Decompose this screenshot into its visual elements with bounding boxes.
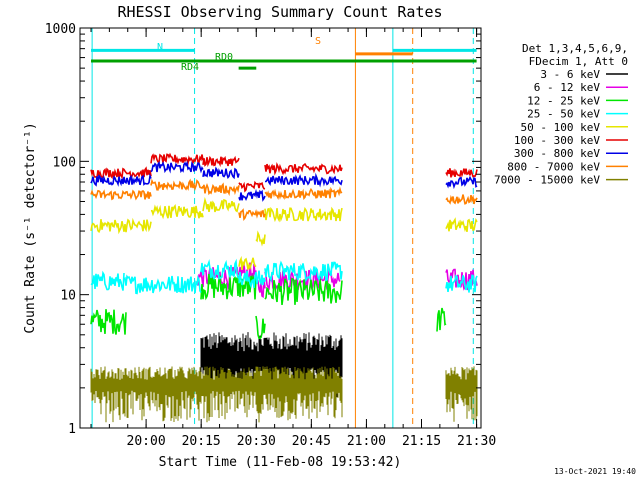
series-segment xyxy=(90,366,343,423)
series-segment xyxy=(202,166,240,180)
series-segment xyxy=(255,315,266,340)
series-segment xyxy=(202,155,240,168)
series-segment xyxy=(150,204,204,220)
series-segment xyxy=(238,255,257,271)
x-tick-label: 21:15 xyxy=(402,434,441,449)
x-tick-label: 20:30 xyxy=(237,434,276,449)
series-segment xyxy=(445,194,478,205)
legend-label: 6 - 12 keV xyxy=(534,81,601,94)
y-tick-label: 100 xyxy=(53,155,76,170)
series-segment xyxy=(264,206,343,223)
series-segment xyxy=(90,309,127,335)
footer-date: 13-Oct-2021 19:40 xyxy=(554,467,636,476)
series-segment xyxy=(238,180,266,193)
flag-label: RD0 xyxy=(215,52,233,63)
plot-frame xyxy=(79,27,482,429)
series-segment xyxy=(445,168,478,178)
y-tick-label: 1000 xyxy=(45,22,76,37)
legend-label: 300 - 800 keV xyxy=(514,147,600,160)
y-tick-label: 1 xyxy=(68,422,76,437)
series-segment xyxy=(90,270,125,291)
series-segment xyxy=(445,274,478,293)
series-segment xyxy=(265,172,343,188)
x-tick-label: 20:45 xyxy=(292,434,331,449)
flag-label: N xyxy=(157,42,163,53)
series-4 xyxy=(90,196,478,271)
flag-label: RD4 xyxy=(181,62,199,73)
chart-title: RHESSI Observing Summary Count Rates xyxy=(117,3,442,21)
series-5 xyxy=(90,152,478,193)
series-3 xyxy=(90,258,478,295)
series-segment xyxy=(264,277,343,306)
series-segment xyxy=(90,189,152,201)
legend-label: 100 - 300 keV xyxy=(514,134,600,147)
flag-label: S xyxy=(315,36,321,47)
series-segment xyxy=(238,270,266,289)
series-segment xyxy=(445,366,478,422)
series-segment xyxy=(445,217,478,233)
y-tick-label: 10 xyxy=(60,289,76,304)
series-segment xyxy=(264,260,343,283)
x-tick-label: 21:30 xyxy=(457,434,496,449)
series-segment xyxy=(264,186,343,201)
x-tick-label: 20:15 xyxy=(182,434,221,449)
legend-label: 7000 - 15000 keV xyxy=(494,174,600,187)
series-segment xyxy=(238,188,266,202)
series-segment xyxy=(436,307,447,332)
series-segment xyxy=(150,160,204,174)
series-segment xyxy=(200,258,240,281)
series-segment xyxy=(445,175,478,190)
series-segment xyxy=(90,217,152,235)
series-segment xyxy=(200,273,257,301)
y-axis-label: Count Rate (s⁻¹ detector⁻¹) xyxy=(23,122,38,333)
series-segment xyxy=(90,172,152,187)
legend-header: Det 1,3,4,5,6,9, xyxy=(522,42,628,55)
series-segment xyxy=(90,166,152,180)
legend-label: 25 - 50 keV xyxy=(527,108,600,121)
legend-header: FDecim 1, Att 0 xyxy=(529,55,628,68)
x-tick-label: 21:00 xyxy=(347,434,386,449)
series-2 xyxy=(90,273,447,340)
series-7 xyxy=(90,178,478,221)
series-segment xyxy=(123,274,202,295)
series-segment xyxy=(238,208,266,221)
series-6 xyxy=(90,160,478,202)
x-tick-label: 20:00 xyxy=(127,434,166,449)
series-8 xyxy=(90,366,478,423)
series-segment xyxy=(150,178,204,192)
series-segment xyxy=(255,230,266,247)
legend-label: 3 - 6 keV xyxy=(540,68,600,81)
legend-label: 12 - 25 keV xyxy=(527,94,600,107)
series-segment xyxy=(202,196,240,213)
series-segment xyxy=(150,152,204,167)
x-axis-label: Start Time (11-Feb-08 19:53:42) xyxy=(159,455,402,470)
series-segment xyxy=(202,182,240,197)
legend-label: 50 - 100 keV xyxy=(521,121,601,134)
series-segment xyxy=(264,162,343,176)
legend-label: 800 - 7000 keV xyxy=(507,160,600,173)
